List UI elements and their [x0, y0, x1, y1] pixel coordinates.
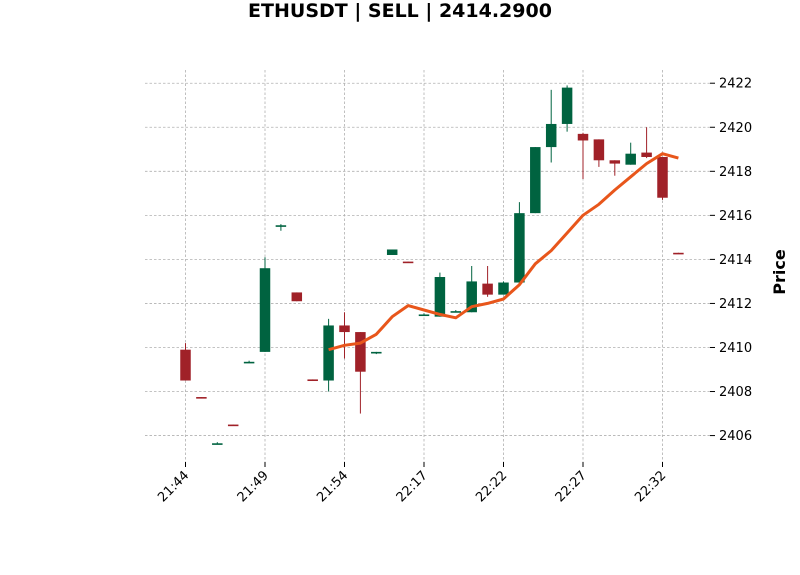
candle-down: [673, 252, 684, 255]
y-tick-label: 2416: [719, 209, 752, 224]
candle-down: [577, 133, 589, 141]
candle-up: [386, 249, 398, 255]
y-tick-label: 2414: [719, 253, 752, 268]
y-tick-label: 2410: [719, 341, 752, 356]
candle-up: [545, 123, 557, 148]
x-axis: 21:44 21:49 21:54 22:17 22:22 22:27 22:32: [155, 462, 669, 505]
candle-down: [339, 325, 350, 333]
y-tick-label: 2406: [719, 429, 752, 444]
x-tick-label: 21:54: [314, 468, 351, 505]
candle-up: [434, 277, 446, 317]
x-tick-label: 21:49: [235, 468, 272, 505]
candle-down: [307, 379, 318, 382]
y-tick-label: 2418: [719, 165, 752, 180]
candle-up: [275, 225, 287, 227]
candle-down: [180, 349, 191, 381]
x-tick-label: 22:17: [394, 468, 431, 505]
grid-lines: [145, 70, 710, 462]
y-tick-label: 2422: [719, 77, 752, 92]
candle-down: [227, 424, 239, 427]
candle-up: [466, 281, 477, 313]
y-tick-label: 2408: [719, 385, 752, 400]
candle-down: [196, 397, 207, 399]
candle-up: [212, 443, 223, 445]
candle-up: [625, 153, 636, 165]
candle-down: [609, 160, 621, 164]
candle-up: [514, 213, 525, 283]
candle-up: [561, 87, 573, 124]
x-tick-label: 21:44: [155, 468, 192, 505]
candle-wicks: [185, 85, 679, 445]
candle-up: [243, 361, 255, 364]
y-axis-title: Price: [770, 249, 789, 295]
candle-down: [641, 152, 652, 157]
x-tick-label: 22:22: [473, 468, 510, 505]
y-axis: 2406 2408 2410 2412 2414 2416 2418 2420 2422: [710, 77, 752, 444]
y-tick-label: 2420: [719, 121, 752, 136]
candle-down: [593, 139, 605, 161]
candle-up: [418, 314, 430, 317]
candle-down: [402, 261, 414, 264]
candle-up: [450, 311, 462, 313]
chart-title: ETHUSDT | SELL | 2414.2900: [248, 0, 552, 22]
x-tick-label: 22:27: [553, 468, 590, 505]
candle-down: [291, 292, 303, 302]
candle-down: [657, 156, 668, 198]
candle-up: [498, 282, 509, 295]
x-tick-label: 22:32: [632, 468, 669, 505]
moving-average: [328, 152, 679, 352]
candle-bodies: [180, 87, 684, 445]
candle-down: [355, 332, 366, 372]
y-tick-label: 2412: [719, 297, 752, 312]
candle-up: [530, 147, 541, 214]
moving-average-line: [328, 152, 679, 352]
candle-up: [371, 351, 382, 354]
candle-down: [482, 283, 493, 295]
candle-up: [323, 325, 334, 381]
candle-up: [259, 268, 271, 352]
